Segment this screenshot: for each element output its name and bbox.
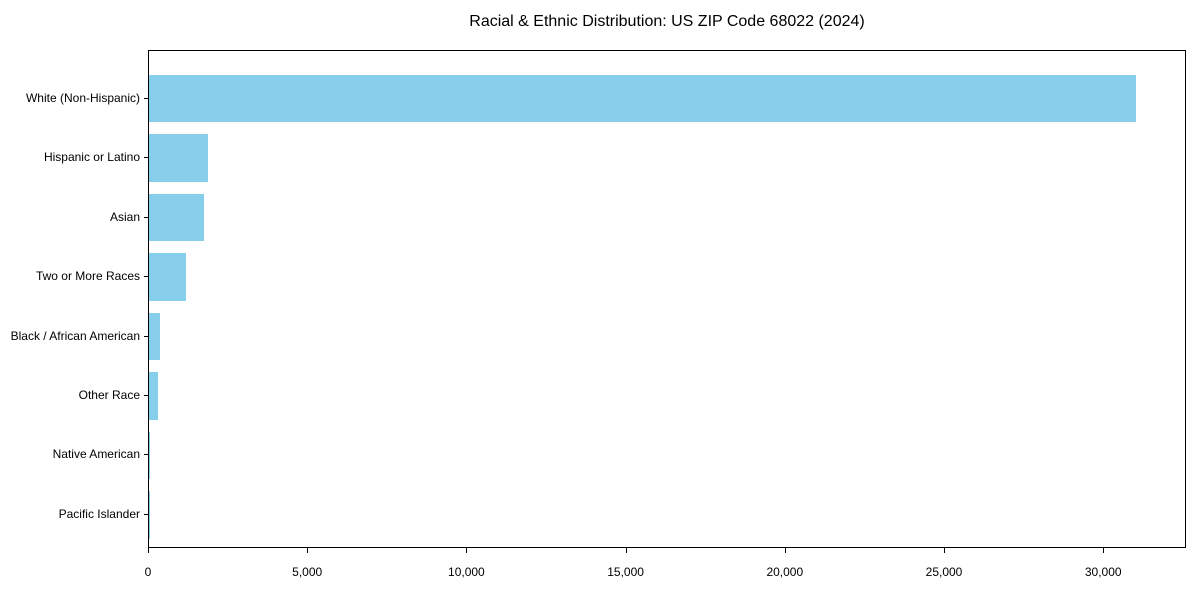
y-axis-label: Black / African American [10, 328, 140, 343]
x-tick-label: 5,000 [292, 565, 323, 579]
y-axis-label: White (Non-Hispanic) [25, 90, 140, 105]
x-tick-mark [1103, 548, 1105, 553]
y-axis-label: Asian [109, 209, 140, 224]
y-axis-label: Two or More Races [35, 269, 140, 284]
y-tick-mark [144, 157, 148, 159]
x-tick-mark [466, 548, 468, 553]
y-tick-mark [144, 276, 148, 278]
bar-1 [149, 134, 208, 182]
y-tick-mark [144, 97, 148, 99]
bar-4 [149, 312, 161, 361]
y-tick-mark [144, 335, 148, 337]
y-axis-label: Pacific Islander [58, 506, 140, 521]
bar-5 [149, 372, 158, 420]
y-tick-mark [144, 216, 148, 218]
bar-2 [149, 193, 205, 242]
x-tick-label: 15,000 [607, 565, 644, 579]
bar-3 [149, 253, 186, 301]
y-tick-mark [144, 394, 148, 396]
x-tick-mark [625, 548, 627, 553]
bar-6 [149, 431, 150, 480]
chart-title: Racial & Ethnic Distribution: US ZIP Cod… [469, 13, 865, 30]
y-axis-label: Native American [52, 447, 140, 462]
y-tick-mark [144, 513, 148, 515]
plot-area [148, 50, 1186, 548]
x-tick-label: 20,000 [766, 565, 804, 579]
x-tick-mark [784, 548, 786, 553]
x-tick-label: 30,000 [1084, 565, 1122, 579]
y-axis-label: Hispanic or Latino [43, 150, 140, 165]
bar-0 [149, 74, 1137, 123]
x-tick-label: 10,000 [448, 565, 485, 579]
x-tick-label: 25,000 [925, 565, 963, 579]
y-axis-label: Other Race [78, 387, 140, 402]
x-tick-mark [944, 548, 945, 553]
y-tick-mark [144, 454, 148, 456]
x-tick-label: 0 [144, 565, 152, 579]
x-tick-mark [148, 548, 149, 553]
x-tick-mark [307, 548, 309, 553]
